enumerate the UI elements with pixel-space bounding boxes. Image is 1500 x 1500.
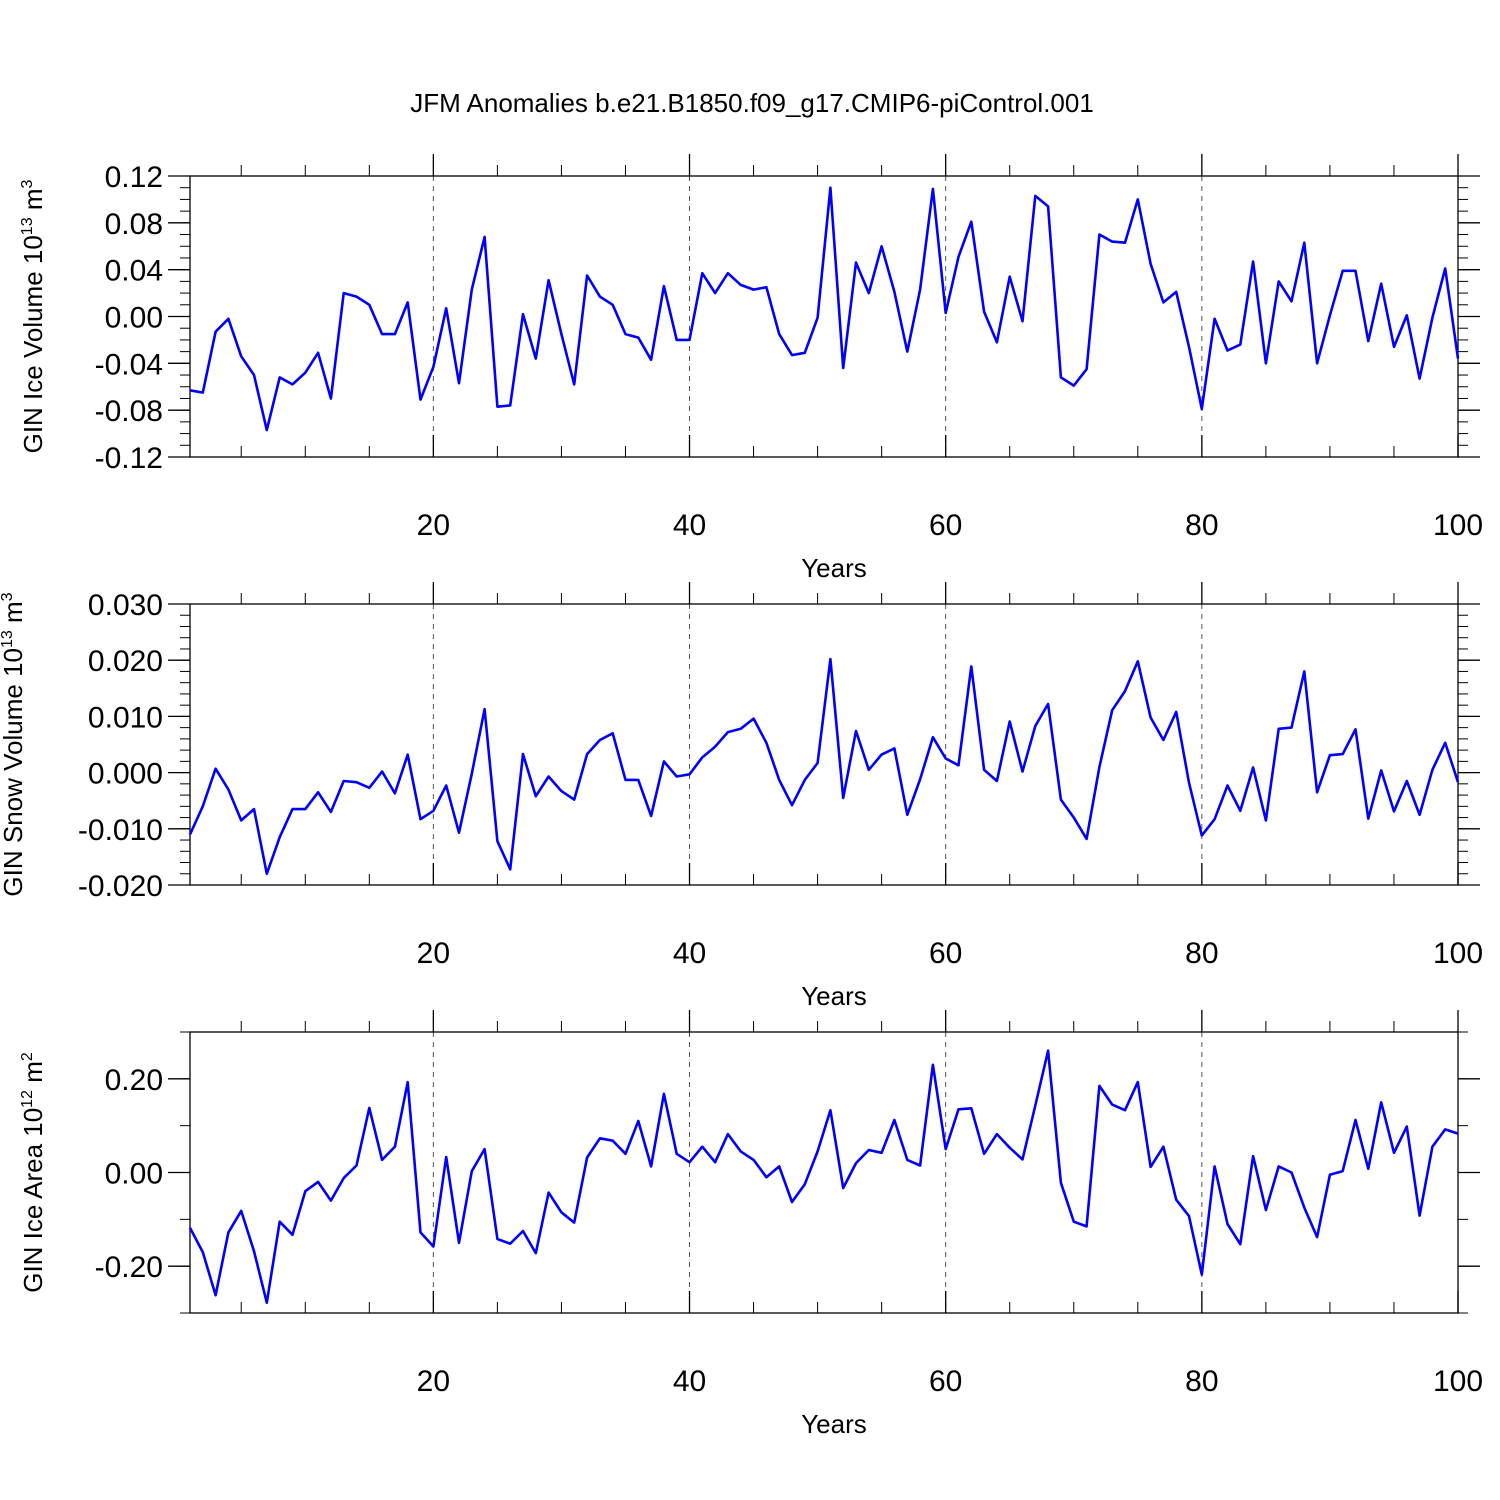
plot-frame [189,1031,1459,1314]
y-tick-label: -0.20 [95,1251,163,1284]
y-tick-label: 0.20 [105,1064,163,1097]
x-tick-label: 80 [1185,937,1218,970]
y-tick-label: -0.020 [78,870,163,903]
series-line-snow-volume [188,657,1460,876]
y-tick-label: 0.12 [105,161,163,194]
x-tick-label: 100 [1433,509,1483,542]
y-tick-label: -0.08 [95,395,163,428]
y-tick-label: 0.000 [88,758,163,791]
x-tick-label: 40 [673,937,706,970]
x-tick-label: 40 [673,1365,706,1398]
x-tick-label: 60 [929,937,962,970]
panels: 20 40 60 80 100 -0.12 -0.08 -0.04 0.00 0.04 0.08 0.… [0,154,1483,1439]
x-axis-title: Years [801,981,867,1011]
y-tick-label: 0.04 [105,255,163,288]
x-tick-label: 60 [929,509,962,542]
panel-ice-area: 20 40 60 80 100 -0.20 0.00 0.20 Years GIN Ice Are… [18,1010,1483,1439]
y-tick-label: 0.00 [105,302,163,335]
x-tick-label: 20 [417,509,450,542]
y-axis-title: GIN Ice Area 1012 m2 [18,1052,48,1293]
figure-title: JFM Anomalies b.e21.B1850.f09_g17.CMIP6-… [410,88,1094,118]
panel-ice-volume: 20 40 60 80 100 -0.12 -0.08 -0.04 0.00 0.04 0.08 0.… [18,154,1483,583]
y-axis-title: GIN Snow Volume 1013 m3 [0,592,28,896]
x-tick-label: 80 [1185,509,1218,542]
x-tick-label: 20 [417,1365,450,1398]
x-tick-label: 100 [1433,1365,1483,1398]
y-tick-label: -0.04 [95,348,163,381]
y-tick-label: -0.010 [78,814,163,847]
plot-frame [189,175,1459,458]
y-tick-label: 0.030 [88,589,163,622]
x-axis-title: Years [801,553,867,583]
y-axis-title: GIN Ice Volume 1013 m3 [18,179,48,453]
x-tick-label: 80 [1185,1365,1218,1398]
y-tick-label: 0.010 [88,701,163,734]
y-tick-label: -0.12 [95,442,163,475]
series-line-ice-volume [189,186,1460,432]
panel-snow-volume: 20 40 60 80 100 -0.020 -0.010 0.000 0.010 0.020 0.… [0,582,1483,1011]
y-tick-label: 0.00 [105,1158,163,1191]
x-tick-label: 20 [417,937,450,970]
series-line-ice-area [188,1049,1459,1304]
x-tick-label: 60 [929,1365,962,1398]
y-tick-label: 0.08 [105,208,163,241]
plot-frame [189,603,1459,886]
x-axis-title: Years [801,1409,867,1439]
x-tick-label: 100 [1433,937,1483,970]
y-tick-label: 0.020 [88,645,163,678]
x-tick-label: 40 [673,509,706,542]
